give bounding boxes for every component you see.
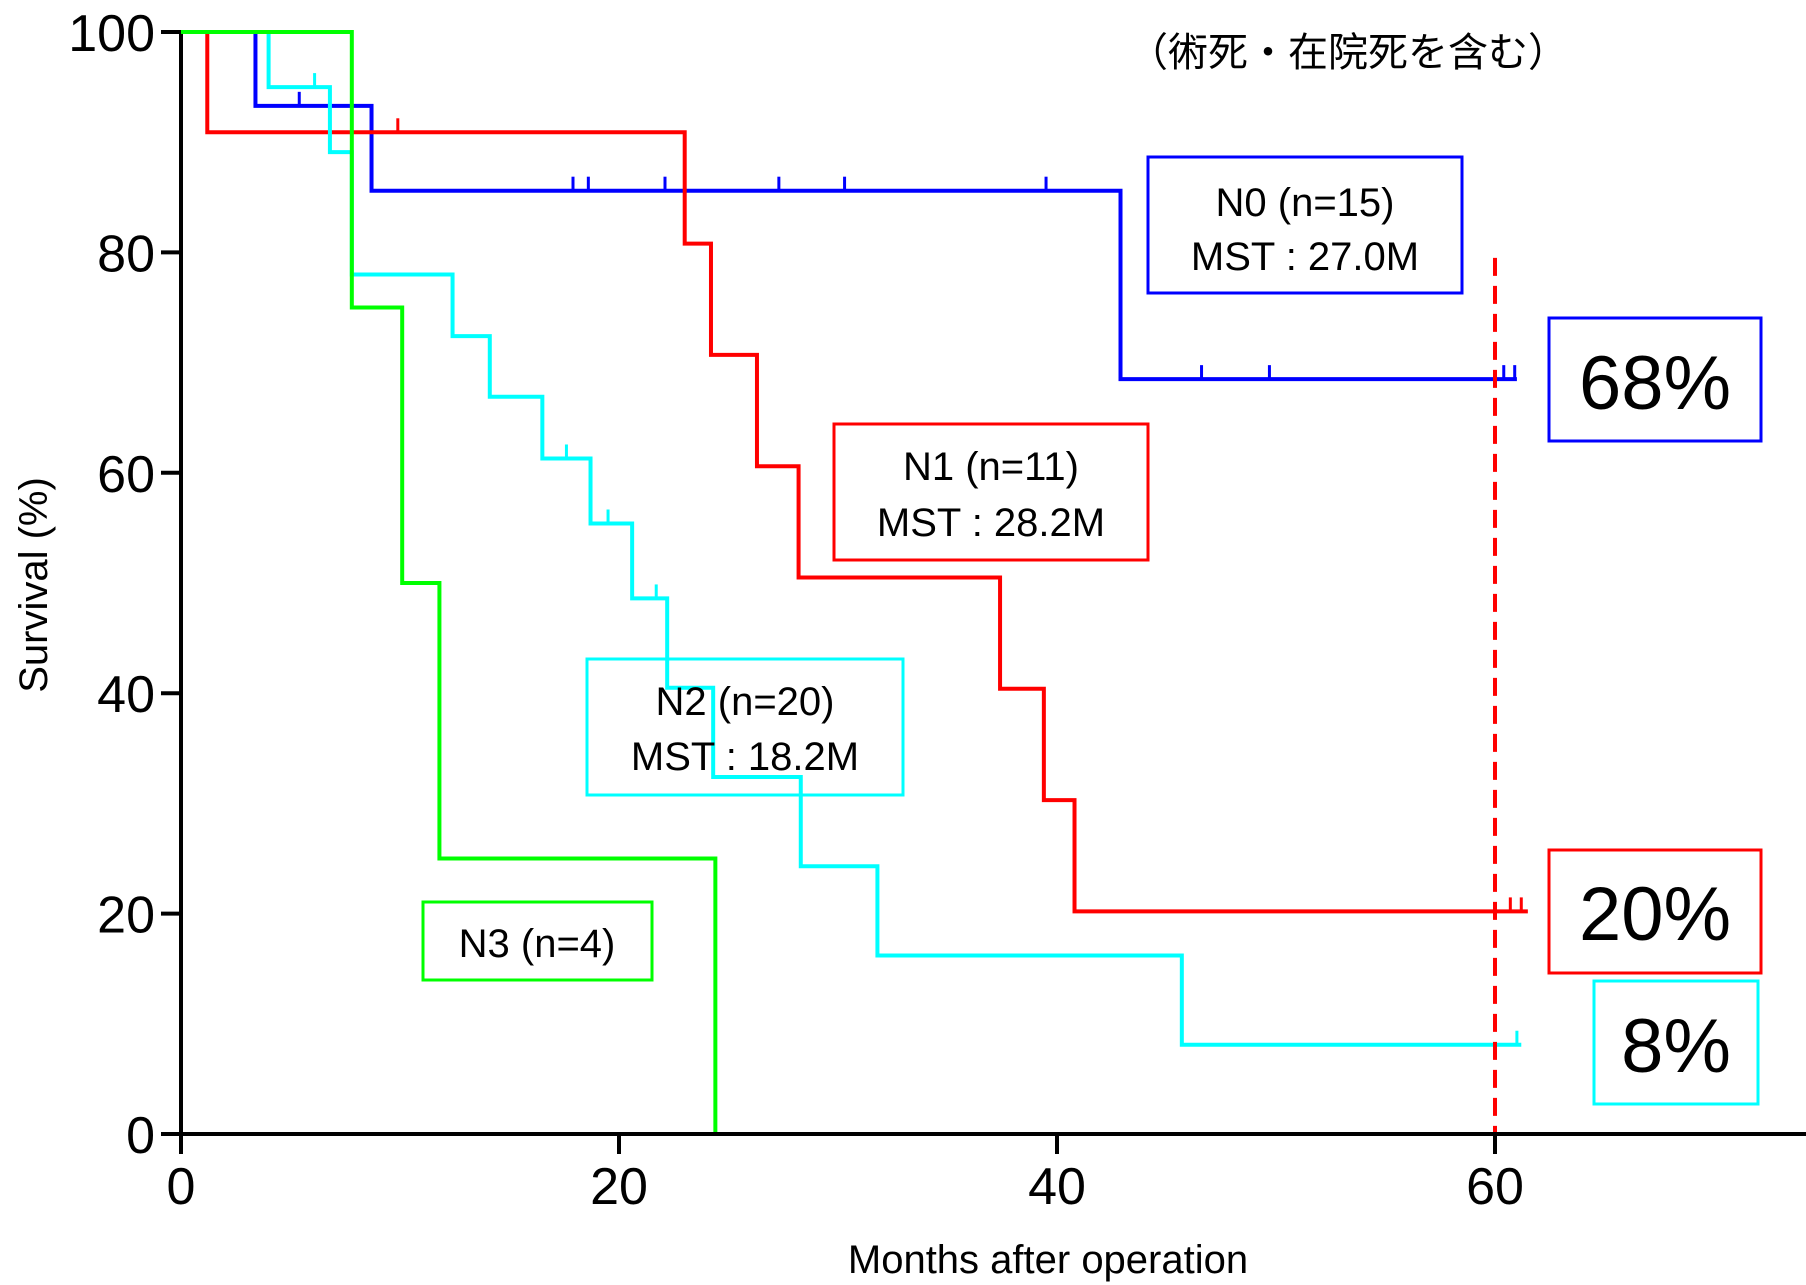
y-tick-label: 100 [68, 5, 155, 63]
n1-survival-curve [181, 30, 1528, 914]
n3-survival-curve [181, 30, 718, 1134]
n0-name: N0 (n=15) [1216, 181, 1395, 225]
x-tick-label: 60 [1466, 1158, 1524, 1216]
n2-survival-curve [181, 30, 1522, 1047]
n1-mst: MST : 28.2M [877, 501, 1105, 545]
n2-five-year: 8% [1621, 1004, 1731, 1089]
n2-name: N2 (n=20) [656, 680, 835, 724]
n0-mst: MST : 27.0M [1191, 235, 1419, 279]
censor-ticks [297, 73, 1523, 1045]
x-axis-title: Months after operation [848, 1238, 1248, 1282]
y-tick-label: 60 [97, 446, 155, 504]
n1-label-box: N1 (n=11) MST : 28.2M [832, 422, 1150, 562]
n1-five-year-box: 20% [1547, 848, 1763, 975]
n0-five-year-box: 68% [1547, 316, 1763, 443]
n2-mst: MST : 18.2M [631, 735, 859, 779]
axes [179, 34, 1806, 1136]
n3-name: N3 (n=4) [459, 922, 616, 966]
chart-note: （術死・在院死を含む） [1128, 30, 1568, 76]
y-tick-label: 80 [97, 225, 155, 283]
y-tick-label: 20 [97, 887, 155, 945]
y-tick-label: 40 [97, 666, 155, 724]
y-tick-label: 0 [126, 1107, 155, 1165]
n0-survival-curve [181, 30, 1517, 382]
n0-five-year: 68% [1579, 341, 1731, 426]
x-tick-label: 0 [167, 1158, 196, 1216]
x-tick-label: 20 [590, 1158, 648, 1216]
y-axis-title: Survival (%) [12, 477, 56, 693]
survival-curves [181, 30, 1528, 1134]
n1-five-year: 20% [1579, 872, 1731, 957]
n3-label-box: N3 (n=4) [421, 900, 654, 982]
n0-label-box: N0 (n=15) MST : 27.0M [1146, 155, 1464, 295]
n2-five-year-box: 8% [1592, 979, 1760, 1106]
n2-label-box: N2 (n=20) MST : 18.2M [585, 657, 905, 797]
x-tick-label: 40 [1028, 1158, 1086, 1216]
n1-name: N1 (n=11) [903, 445, 1079, 489]
axis-ticks: 0 20 40 60 80 100 0 20 40 60 [68, 5, 1524, 1216]
